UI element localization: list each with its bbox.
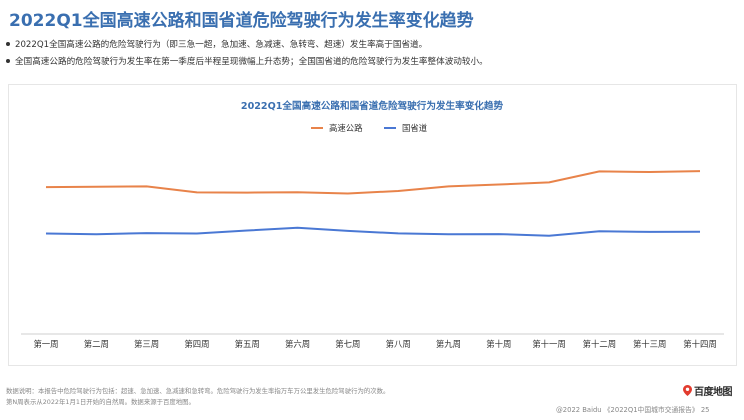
x-tick-label: 第十三周 — [633, 339, 667, 349]
bullet-dot-icon — [6, 42, 10, 46]
footer-line-1: 数据说明：本报告中危险驾驶行为包括：超速、急加速、急减速和急转弯。危险驾驶行为发… — [6, 387, 390, 395]
page-title: 2022Q1全国高速公路和国省道危险驾驶行为发生率变化趋势 — [9, 11, 474, 31]
x-tick-label: 第十周 — [486, 339, 511, 349]
bullet-1-text: 2022Q1全国高速公路的危险驾驶行为（即三急一超，急加速、急减速、急转弯、超速… — [15, 40, 428, 50]
map-pin-icon — [683, 384, 692, 396]
legend-label: 高速公路 — [329, 123, 363, 133]
x-tick-label: 第十四周 — [683, 339, 717, 349]
footer-line-2: 第N周表示从2022年1月1日开始的自然周。数据来源于百度地图。 — [6, 398, 195, 406]
logo-text: 百度地图 — [694, 386, 733, 398]
x-tick-label: 第十一周 — [532, 339, 566, 349]
bullet-2-text: 全国高速公路的危险驾驶行为发生率在第一季度后半程呈现微幅上升态势；全国国省道的危… — [15, 57, 488, 67]
x-tick-label: 第六周 — [285, 339, 310, 349]
chart-legend: 高速公路 国省道 — [311, 123, 428, 133]
bullet-dot-icon — [6, 59, 10, 63]
x-tick-label: 第一周 — [33, 339, 58, 349]
chart-frame: 2022Q1全国高速公路和国省道危险驾驶行为发生率变化趋势 高速公路 国省道 第一… — [8, 84, 737, 366]
series-line-provincial — [45, 226, 701, 237]
x-axis-ticks: 第一周 第二周 第三周 第四周 第五周 第六周 第七周 第八周 第九周 第十周 第十一周 第十二周 第十… — [33, 339, 716, 349]
chart-title: 2022Q1全国高速公路和国省道危险驾驶行为发生率变化趋势 — [241, 100, 504, 112]
x-tick-label: 第四周 — [184, 339, 209, 349]
x-tick-label: 第九周 — [436, 339, 461, 349]
x-tick-label: 第二周 — [84, 339, 109, 349]
bullet-2: 全国高速公路的危险驾驶行为发生率在第一季度后半程呈现微幅上升态势；全国国省道的危… — [6, 54, 488, 71]
bullet-1: 2022Q1全国高速公路的危险驾驶行为（即三急一超，急加速、急减速、急转弯、超速… — [6, 37, 488, 54]
line-chart: 2022Q1全国高速公路和国省道危险驾驶行为发生率变化趋势 高速公路 国省道 第一… — [21, 100, 724, 349]
summary-bullets: 2022Q1全国高速公路的危险驾驶行为（即三急一超，急加速、急减速、急转弯、超速… — [6, 37, 488, 71]
x-tick-label: 第十二周 — [583, 339, 617, 349]
x-tick-label: 第五周 — [235, 339, 260, 349]
x-tick-label: 第八周 — [386, 339, 411, 349]
x-tick-label: 第三周 — [134, 339, 159, 349]
footer-notes: 数据说明：本报告中危险驾驶行为包括：超速、急加速、急减速和急转弯。危险驾驶行为发… — [6, 386, 389, 408]
baidu-maps-logo: 百度地图 — [683, 383, 733, 398]
legend-label: 国省道 — [402, 123, 428, 133]
series-group — [45, 170, 701, 237]
copyright-text: @2022 Baidu 《2022Q1中国城市交通报告》 25 — [556, 406, 710, 414]
x-tick-label: 第七周 — [335, 339, 360, 349]
series-line-highway — [45, 170, 701, 195]
